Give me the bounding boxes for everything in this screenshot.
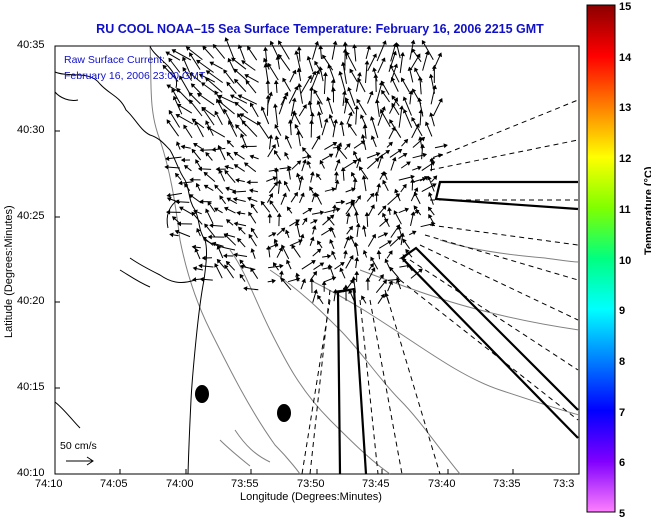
current-vector-head bbox=[344, 42, 347, 45]
map-title: RU COOL NOAA–15 Sea Surface Temperature:… bbox=[55, 22, 585, 36]
current-vector-head bbox=[315, 42, 318, 45]
y-tick-label: 40:25 bbox=[17, 210, 45, 222]
x-tick-label: 73:45 bbox=[362, 478, 390, 490]
legend-line-2: February 16, 2006 23:00 GMT bbox=[64, 70, 205, 82]
x-tick-label: 73:50 bbox=[297, 478, 325, 490]
current-vector-head bbox=[225, 38, 228, 41]
colorbar-tick-label: 9 bbox=[619, 305, 625, 317]
y-tick-label: 40:15 bbox=[17, 381, 45, 393]
y-tick-label: 40:20 bbox=[17, 295, 45, 307]
colorbar-tick-label: 13 bbox=[619, 102, 631, 114]
legend-line-1: Raw Surface Current: bbox=[64, 54, 165, 66]
current-vector-head bbox=[279, 41, 282, 44]
site-marker-2 bbox=[277, 404, 291, 422]
current-vector-head bbox=[270, 42, 273, 45]
colorbar-tick-label: 6 bbox=[619, 457, 625, 469]
site-marker-1 bbox=[195, 385, 209, 403]
current-vector-head bbox=[353, 45, 356, 48]
colorbar-tick-label: 5 bbox=[619, 508, 625, 520]
colorbar-tick-label: 15 bbox=[619, 1, 631, 13]
x-tick-label: 73:35 bbox=[493, 478, 521, 490]
current-vector-head bbox=[334, 42, 337, 45]
colorbar-tick-label: 12 bbox=[619, 153, 631, 165]
x-tick-label: 74:00 bbox=[166, 478, 194, 490]
colorbar-tick-label: 8 bbox=[619, 356, 625, 368]
colorbar bbox=[587, 5, 615, 512]
x-tick-label: 73:40 bbox=[428, 478, 456, 490]
current-vector-head bbox=[412, 41, 415, 44]
x-tick-label: 73:3 bbox=[553, 478, 574, 490]
current-vector-head bbox=[383, 41, 386, 44]
y-tick-label: 40:30 bbox=[17, 124, 45, 136]
colorbar-tick-label: 14 bbox=[619, 52, 631, 64]
colorbar-tick-label: 7 bbox=[619, 407, 625, 419]
current-vector-head bbox=[422, 41, 425, 44]
x-tick-label: 73:55 bbox=[231, 478, 259, 490]
y-tick-label: 40:35 bbox=[17, 39, 45, 51]
y-tick-label: 40:10 bbox=[17, 467, 45, 479]
colorbar-tick-label: 10 bbox=[619, 255, 631, 267]
x-tick-label: 74:05 bbox=[100, 478, 128, 490]
colorbar-tick-label: 11 bbox=[619, 204, 631, 216]
x-tick-label: 74:10 bbox=[35, 478, 63, 490]
colorbar-label: Temperature (°C) bbox=[643, 166, 651, 255]
scale-label: 50 cm/s bbox=[60, 440, 97, 452]
y-axis-label: Latitude (Degrees:Minutes) bbox=[3, 205, 15, 338]
current-vector-head bbox=[396, 43, 399, 46]
x-axis-label: Longitude (Degrees:Minutes) bbox=[240, 491, 382, 503]
